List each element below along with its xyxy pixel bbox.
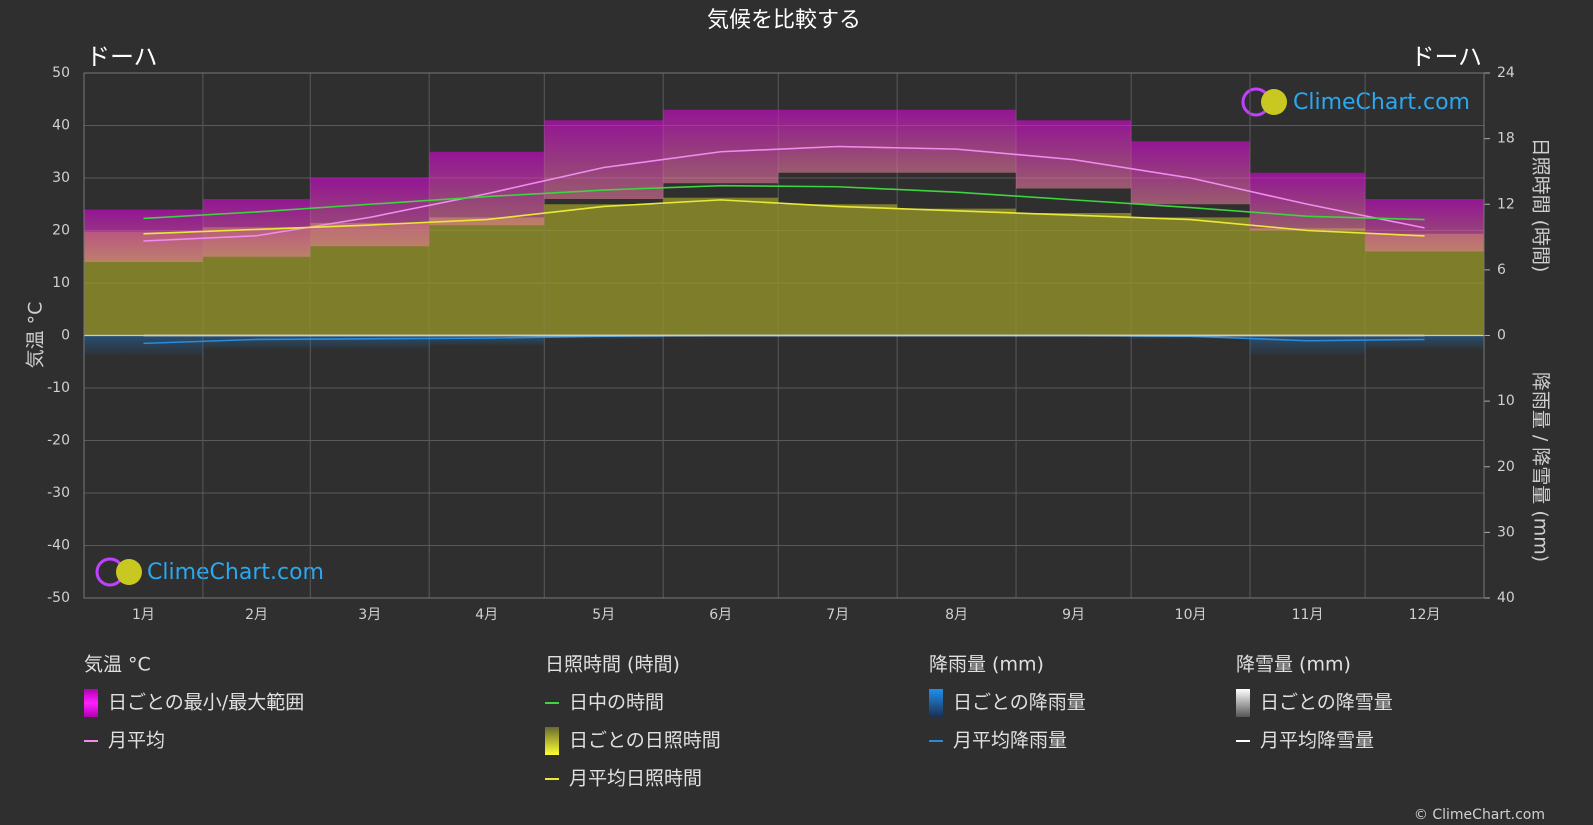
sunshine-bar bbox=[1250, 228, 1366, 336]
x-tick-label: 12月 bbox=[1409, 607, 1441, 623]
y-tick-label: -40 bbox=[47, 538, 70, 554]
legend-title: 降雪量 (mm) bbox=[1236, 654, 1351, 676]
legend-title: 日照時間 (時間) bbox=[545, 654, 680, 676]
plot-frame bbox=[83, 72, 1485, 599]
legend-swatch bbox=[545, 727, 559, 755]
x-tick-label: 1月 bbox=[132, 607, 155, 623]
legend-title: 気温 °C bbox=[84, 654, 151, 676]
y-tick-label: 40 bbox=[52, 118, 70, 134]
y-tick-label: 30 bbox=[52, 170, 70, 186]
legend-label: 月平均降雪量 bbox=[1260, 730, 1374, 752]
logo: ClimeChart.com bbox=[95, 557, 324, 587]
plot bbox=[83, 72, 1485, 599]
y-tick-label: -30 bbox=[47, 485, 70, 501]
rain-bar bbox=[544, 335, 664, 339]
x-tick-label: 2月 bbox=[245, 607, 268, 623]
legend-label: 日ごとの降雨量 bbox=[953, 692, 1086, 714]
rain-bar bbox=[429, 335, 545, 346]
legend-label: 日中の時間 bbox=[569, 692, 664, 714]
temp-range bbox=[1365, 199, 1484, 252]
y3-tick-label: 20 bbox=[1497, 459, 1515, 475]
temp-range bbox=[1131, 141, 1251, 205]
x-tick-label: 9月 bbox=[1062, 607, 1085, 623]
sunshine-bar bbox=[663, 197, 779, 336]
logo: ClimeChart.com bbox=[1241, 87, 1470, 117]
chart-title: 気候を比較する bbox=[707, 8, 861, 33]
y2-tick-label: 24 bbox=[1497, 65, 1515, 81]
copyright: © ClimeChart.com bbox=[1414, 807, 1545, 823]
rain-bar bbox=[202, 335, 311, 349]
y-axis-label: 気温 °C bbox=[25, 302, 47, 369]
legend-label: 日ごとの日照時間 bbox=[569, 730, 721, 752]
y-tick-label: 50 bbox=[52, 65, 70, 81]
temp-range bbox=[897, 109, 1017, 173]
y-tick-label: 0 bbox=[61, 328, 70, 344]
y-tick-label: 20 bbox=[52, 223, 70, 239]
y3-tick-label: 40 bbox=[1497, 590, 1515, 606]
y2-tick-label: 0 bbox=[1497, 328, 1506, 344]
location-left: ドーハ bbox=[86, 43, 158, 71]
x-tick-label: 6月 bbox=[709, 607, 732, 623]
y2-tick-label: 6 bbox=[1497, 262, 1506, 278]
sunshine-bar bbox=[429, 217, 545, 336]
x-tick-label: 3月 bbox=[358, 607, 381, 623]
sunshine-bar bbox=[1016, 213, 1132, 336]
temp-range bbox=[84, 209, 203, 262]
x-tick-label: 7月 bbox=[826, 607, 849, 623]
sunshine-bar bbox=[1131, 217, 1251, 336]
temp-range bbox=[429, 151, 545, 226]
y3-tick-label: 10 bbox=[1497, 393, 1515, 409]
temp-range bbox=[1016, 120, 1132, 189]
temp-range bbox=[1250, 172, 1366, 231]
rain-bar bbox=[1365, 335, 1484, 349]
rain-bar bbox=[84, 335, 203, 356]
sunshine-bar bbox=[544, 204, 664, 336]
legend-swatch bbox=[929, 689, 943, 717]
y3-tick-label: 30 bbox=[1497, 524, 1515, 540]
x-tick-label: 11月 bbox=[1292, 607, 1324, 623]
legend-label: 月平均降雨量 bbox=[953, 730, 1067, 752]
rain-bar bbox=[1131, 335, 1251, 339]
legend-label: 月平均 bbox=[108, 730, 165, 752]
watermark: ClimeChart.com bbox=[147, 560, 324, 585]
temp-range bbox=[310, 178, 430, 247]
y-tick-label: -10 bbox=[47, 380, 70, 396]
temp-range bbox=[778, 109, 898, 173]
y2-tick-label: 12 bbox=[1497, 196, 1515, 212]
legend-swatch bbox=[1236, 689, 1250, 717]
y-tick-label: -20 bbox=[47, 433, 70, 449]
legend-title: 降雨量 (mm) bbox=[929, 654, 1044, 676]
sunshine-bar bbox=[897, 208, 1017, 336]
legend-label: 月平均日照時間 bbox=[569, 768, 702, 790]
series-line bbox=[143, 145, 1425, 242]
y3-axis-label: 降雨量 / 降雪量 (mm) bbox=[1530, 372, 1552, 562]
series-line bbox=[143, 184, 1425, 221]
y2-tick-label: 18 bbox=[1497, 131, 1515, 147]
x-tick-label: 4月 bbox=[475, 607, 498, 623]
y-tick-label: 10 bbox=[52, 275, 70, 291]
watermark: ClimeChart.com bbox=[1293, 90, 1470, 115]
x-tick-label: 5月 bbox=[592, 607, 615, 623]
y-tick-label: -50 bbox=[47, 590, 70, 606]
temp-range bbox=[663, 109, 779, 184]
series-line bbox=[143, 199, 1425, 237]
rain-bar bbox=[310, 335, 430, 349]
legend-label: 日ごとの最小/最大範囲 bbox=[108, 692, 304, 714]
x-tick-label: 8月 bbox=[945, 607, 968, 623]
legend-swatch bbox=[84, 689, 98, 717]
legend-label: 日ごとの降雪量 bbox=[1260, 692, 1393, 714]
sunshine-bar bbox=[778, 204, 898, 336]
location-right: ドーハ bbox=[1410, 43, 1482, 71]
x-tick-label: 10月 bbox=[1175, 607, 1207, 623]
temp-range bbox=[544, 120, 664, 199]
y2-axis-label: 日照時間 (時間) bbox=[1530, 138, 1552, 273]
